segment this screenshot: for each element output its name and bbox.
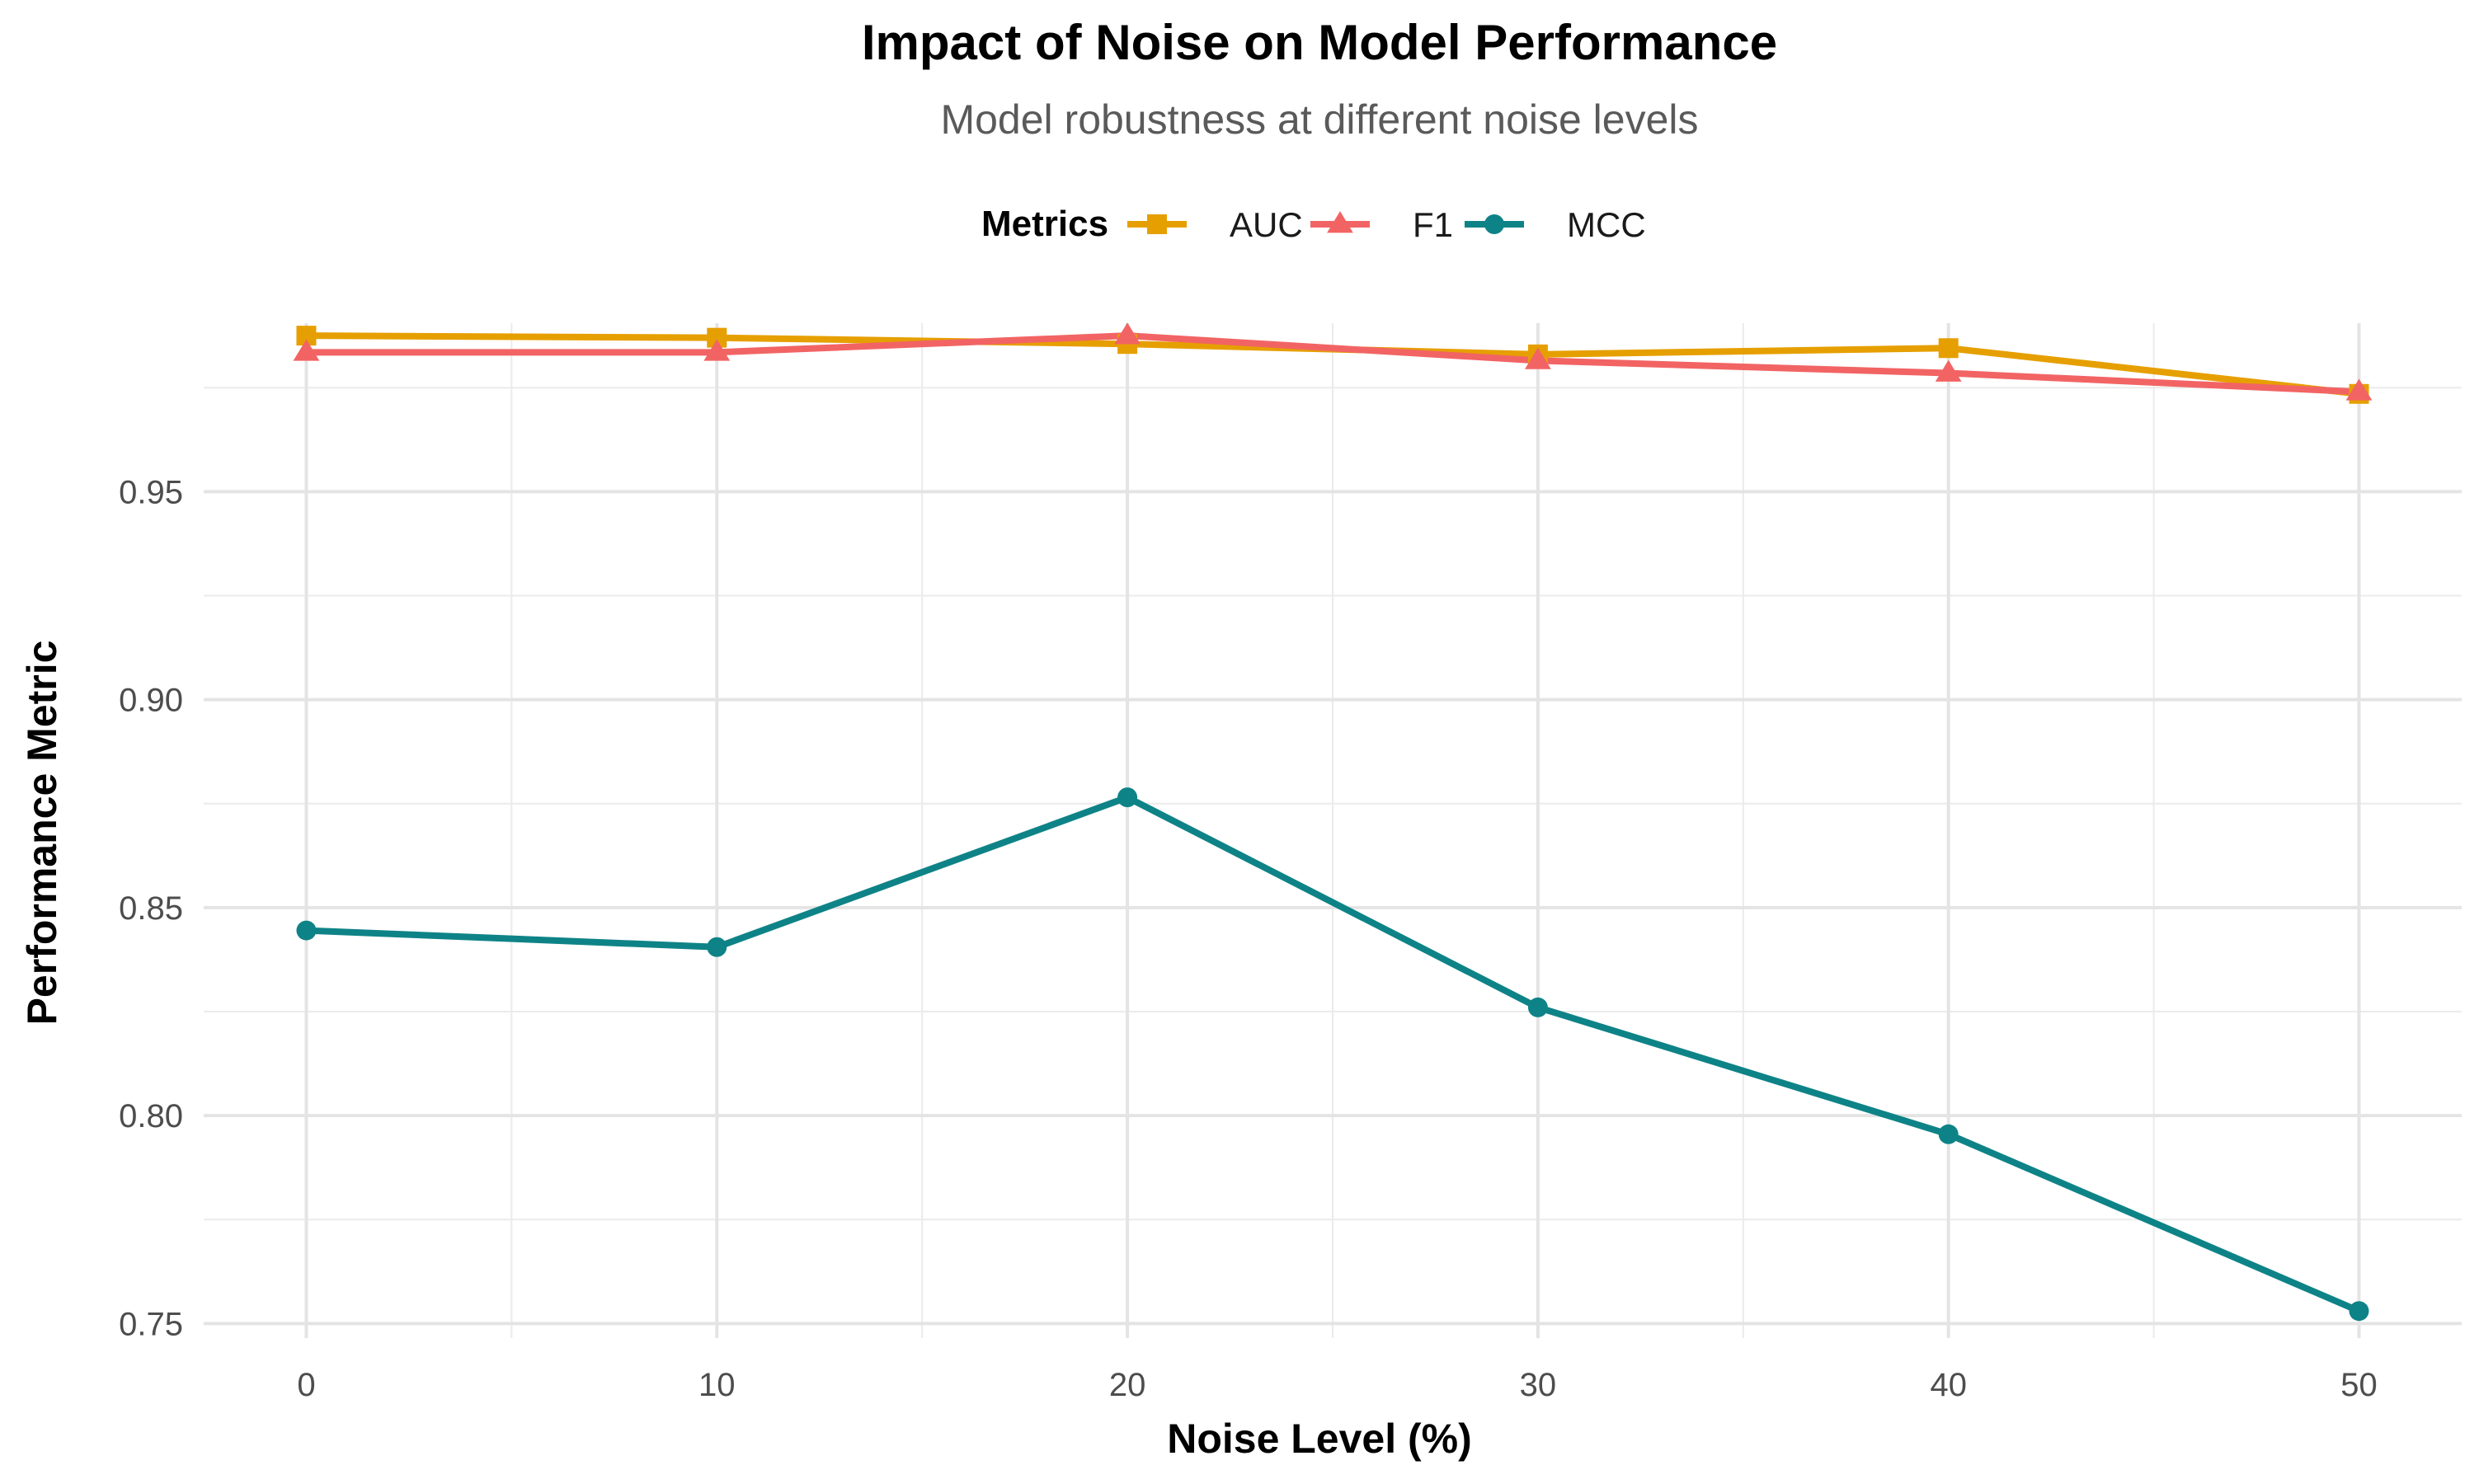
series-lines	[303, 332, 2363, 1315]
series-markers	[293, 322, 2373, 1322]
data-point-f1	[703, 339, 731, 361]
data-point-f1	[2345, 378, 2373, 401]
x-tick-label: 50	[2340, 1367, 2378, 1403]
legend-item-f1: F1	[1310, 205, 1453, 244]
series-line-mcc	[303, 794, 2363, 1315]
legend-key-marker	[1147, 214, 1167, 234]
data-point-f1	[1114, 322, 1141, 345]
legend-item-mcc: MCC	[1465, 205, 1646, 244]
legend-item-auc: AUC	[1127, 205, 1303, 244]
x-tick-label: 30	[1520, 1367, 1557, 1403]
data-point-f1	[1935, 359, 1962, 382]
x-tick-label: 20	[1109, 1367, 1146, 1403]
data-point-mcc	[296, 920, 317, 941]
y-tick-label: 0.75	[119, 1306, 183, 1342]
y-axis-title: Performance Metric	[19, 641, 65, 1026]
legend-key-marker	[1327, 211, 1353, 233]
legend-label: MCC	[1567, 205, 1646, 244]
legend: Metrics AUC F1 MCC	[981, 204, 1646, 244]
tick-labels: 0 10 20 30 40 50 0.75 0.80 0.85 0.90 0.95	[119, 474, 2378, 1403]
x-tick-label: 10	[698, 1367, 736, 1403]
data-point-mcc	[1938, 1124, 1959, 1144]
legend-key-marker	[1484, 214, 1504, 234]
y-tick-label: 0.80	[119, 1098, 183, 1134]
data-point-mcc	[2349, 1301, 2369, 1322]
x-tick-label: 40	[1930, 1367, 1967, 1403]
y-tick-label: 0.90	[119, 683, 183, 719]
data-point-f1	[293, 339, 320, 361]
chart-title: Impact of Noise on Model Performance	[862, 15, 1777, 70]
x-tick-label: 0	[297, 1367, 315, 1403]
data-point-auc	[1938, 338, 1959, 359]
data-point-mcc	[707, 937, 727, 957]
y-tick-label: 0.95	[119, 474, 183, 510]
legend-label: AUC	[1230, 205, 1303, 244]
chart-subtitle: Model robustness at different noise leve…	[940, 96, 1698, 143]
legend-label: F1	[1413, 205, 1453, 244]
x-axis-title: Noise Level (%)	[1167, 1416, 1472, 1462]
data-point-mcc	[1117, 787, 1138, 808]
legend-title: Metrics	[981, 204, 1108, 244]
y-tick-label: 0.85	[119, 890, 183, 927]
grid	[204, 323, 2462, 1338]
data-point-f1	[1525, 347, 1551, 369]
series-line-f1	[303, 332, 2363, 396]
data-point-mcc	[1527, 997, 1548, 1017]
